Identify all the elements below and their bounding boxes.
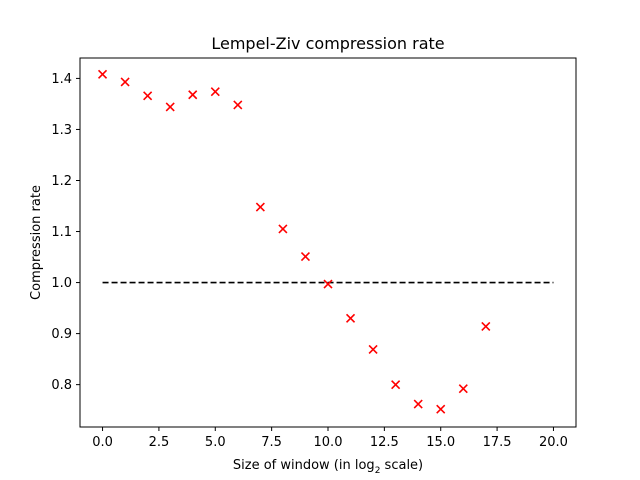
y-tick-label: 1.2 bbox=[51, 174, 72, 189]
y-tick-label: 1.0 bbox=[51, 276, 72, 291]
x-tick-label: 15.0 bbox=[426, 435, 455, 450]
x-tick-label: 20.0 bbox=[539, 435, 568, 450]
data-point bbox=[210, 87, 220, 97]
x-tick-label: 2.5 bbox=[149, 435, 170, 450]
x-tick-label: 10.0 bbox=[314, 435, 343, 450]
data-point-stroke bbox=[278, 224, 288, 234]
y-axis-label: Compression rate bbox=[29, 185, 44, 300]
data-point bbox=[345, 313, 356, 323]
y-tick-label: 1.3 bbox=[51, 123, 72, 138]
x-tick-label: 12.5 bbox=[370, 435, 399, 450]
data-point bbox=[413, 399, 423, 409]
data-point bbox=[300, 251, 311, 262]
x-axis: 0.0 2.5 5.0 7.5 10.0 12.5 15.0 17.5 20.0 bbox=[92, 427, 568, 450]
data-point-stroke bbox=[165, 102, 175, 112]
data-point-stroke bbox=[436, 404, 446, 414]
data-point bbox=[391, 380, 401, 390]
data-point-stroke bbox=[391, 380, 401, 390]
data-point-stroke bbox=[481, 321, 491, 332]
data-point-stroke bbox=[323, 279, 333, 289]
y-tick-label: 1.4 bbox=[51, 72, 72, 87]
x-axis-label-prefix: Size of window (in log bbox=[233, 458, 375, 473]
data-point-stroke bbox=[188, 90, 198, 100]
x-tick-label: 7.5 bbox=[261, 435, 282, 450]
data-point bbox=[458, 384, 468, 394]
data-point-stroke bbox=[345, 313, 356, 323]
data-point-stroke bbox=[120, 77, 130, 87]
data-point bbox=[233, 100, 243, 110]
data-point bbox=[165, 102, 175, 112]
x-axis-label-suffix: scale) bbox=[380, 458, 423, 473]
y-axis: 0.8 0.9 1.0 1.1 1.2 1.3 1.4 bbox=[51, 72, 80, 393]
plot-area bbox=[97, 69, 554, 414]
x-tick-label: 17.5 bbox=[483, 435, 512, 450]
data-point bbox=[368, 344, 378, 354]
data-point-stroke bbox=[458, 384, 468, 394]
data-point bbox=[255, 202, 265, 212]
y-tick-label: 0.9 bbox=[51, 327, 72, 342]
data-point-stroke bbox=[143, 91, 153, 101]
data-point bbox=[188, 90, 198, 100]
data-point bbox=[278, 224, 288, 234]
data-point bbox=[481, 321, 491, 332]
y-tick-label: 1.1 bbox=[51, 225, 72, 240]
x-axis-label-subscript: 2 bbox=[375, 466, 381, 476]
data-point-stroke bbox=[368, 344, 378, 354]
chart-title: Lempel-Ziv compression rate bbox=[211, 34, 444, 53]
data-point-stroke bbox=[233, 100, 243, 110]
data-point-stroke bbox=[300, 251, 311, 262]
data-point-stroke bbox=[255, 202, 265, 212]
data-point bbox=[143, 91, 153, 101]
y-tick-label: 0.8 bbox=[51, 378, 72, 393]
data-point-stroke bbox=[97, 69, 108, 79]
x-tick-label: 5.0 bbox=[205, 435, 226, 450]
data-point bbox=[97, 69, 108, 79]
data-point bbox=[323, 279, 333, 289]
x-axis-label: Size of window (in log2 scale) bbox=[233, 458, 423, 476]
x-tick-label: 0.0 bbox=[92, 435, 113, 450]
data-point-stroke bbox=[210, 87, 220, 97]
data-point bbox=[436, 404, 446, 414]
data-point-stroke bbox=[413, 399, 423, 409]
data-point bbox=[120, 77, 130, 87]
